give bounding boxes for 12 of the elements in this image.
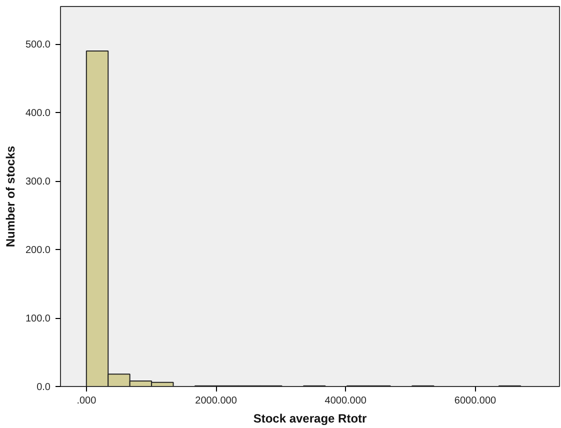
y-tick-label: 200.0 xyxy=(25,245,51,256)
x-tick-label: 6000.000 xyxy=(454,396,497,406)
x-tick-label: 2000.000 xyxy=(195,396,238,406)
y-tick-label: 0.0 xyxy=(36,382,51,393)
y-tick-label: 400.0 xyxy=(25,108,51,120)
x-tick-label: 4000.000 xyxy=(324,396,367,406)
y-tick-label: 500.0 xyxy=(25,40,51,51)
y-tick-label: 100.0 xyxy=(25,314,51,325)
y-tick-label: 300.0 xyxy=(25,176,51,188)
x-axis-title: Stock average Rtotr xyxy=(253,412,368,426)
y-axis-title: Number of stocks xyxy=(3,145,18,248)
x-tick-label: .000 xyxy=(76,396,97,406)
